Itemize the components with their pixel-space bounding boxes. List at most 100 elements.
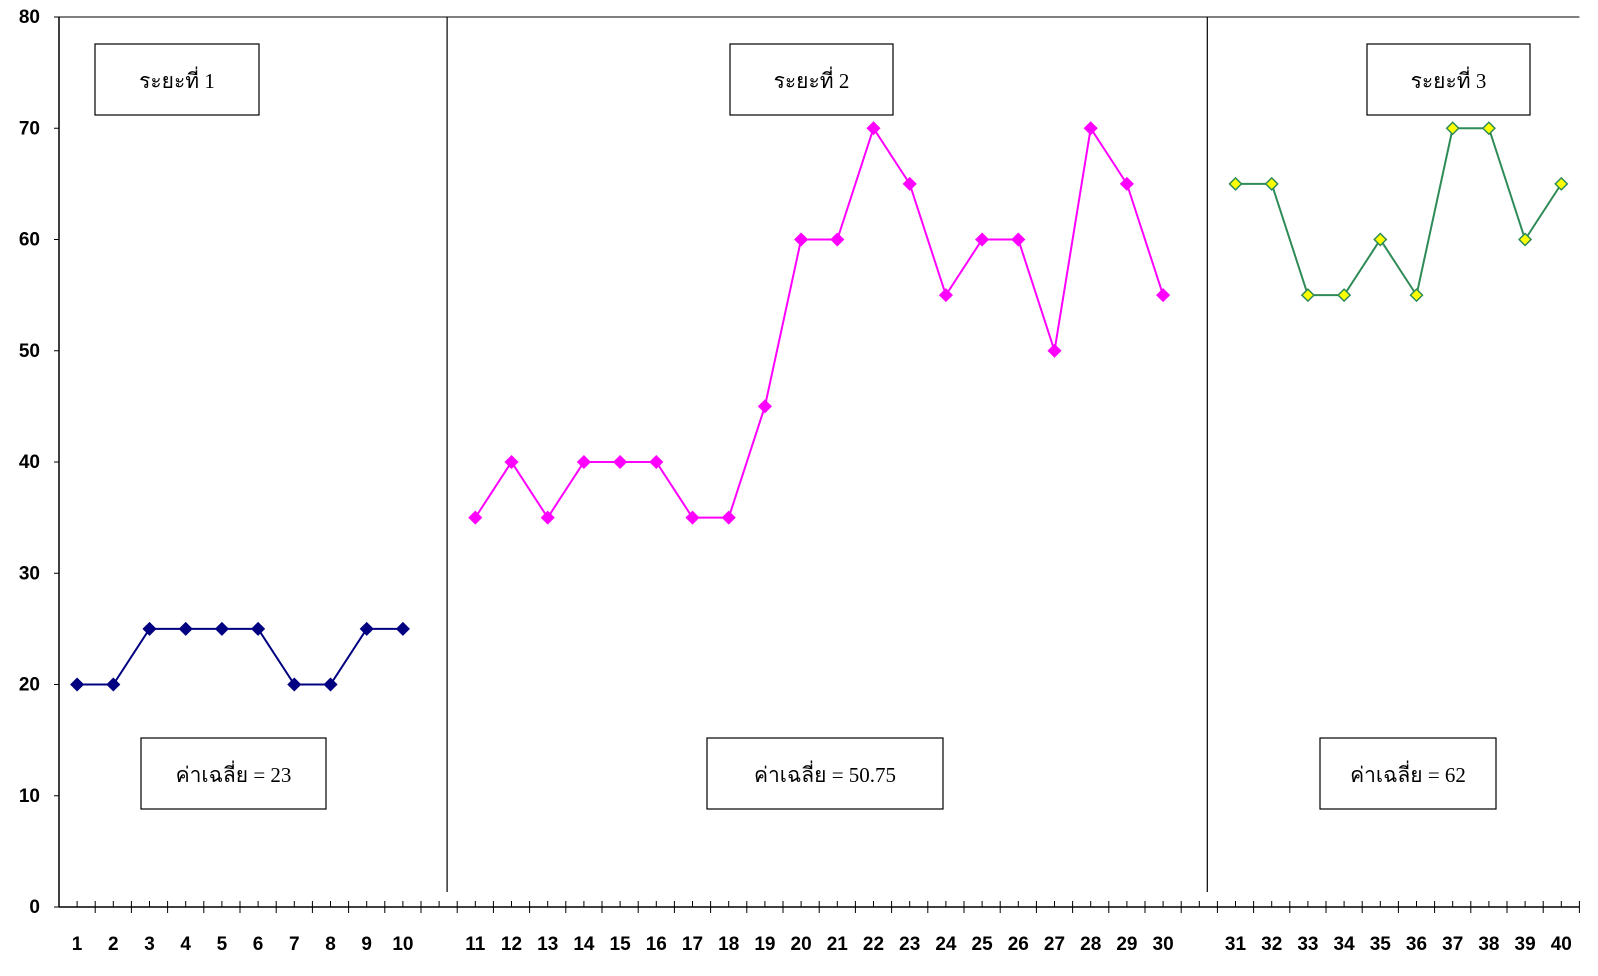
x-tick-label: 5 <box>217 934 228 955</box>
marker <box>542 512 554 524</box>
marker <box>1157 289 1169 301</box>
marker <box>144 623 156 635</box>
marker <box>71 679 83 691</box>
x-tick-label: 33 <box>1297 934 1318 955</box>
y-tick-label: 40 <box>19 452 40 473</box>
marker <box>252 623 264 635</box>
marker <box>904 178 916 190</box>
x-tick-label: 20 <box>791 934 812 955</box>
phase-label: ระยะที่ 3 <box>1411 66 1487 93</box>
marker <box>1447 122 1459 134</box>
x-tick-label: 14 <box>573 934 595 955</box>
marker <box>976 234 988 246</box>
x-tick-label: 4 <box>180 934 191 955</box>
marker <box>614 456 626 468</box>
chart: 0102030405060708012345678910111213141516… <box>0 0 1598 976</box>
x-tick-label: 15 <box>610 934 632 955</box>
phase-label: ระยะที่ 2 <box>774 66 850 93</box>
phase-label: ระยะที่ 1 <box>139 66 215 93</box>
x-tick-label: 7 <box>289 934 300 955</box>
x-tick-label: 19 <box>754 934 775 955</box>
x-tick-label: 16 <box>646 934 667 955</box>
x-tick-label: 1 <box>72 934 83 955</box>
mean-label: ค่าเฉลี่ย = 62 <box>1350 760 1466 787</box>
marker <box>1519 234 1531 246</box>
marker <box>687 512 699 524</box>
marker <box>868 122 880 134</box>
x-tick-label: 18 <box>718 934 739 955</box>
y-tick-label: 60 <box>19 230 40 251</box>
marker <box>397 623 409 635</box>
x-tick-label: 9 <box>361 934 372 955</box>
series-line <box>1236 128 1562 295</box>
y-tick-label: 70 <box>19 118 40 139</box>
marker <box>831 234 843 246</box>
marker <box>795 234 807 246</box>
marker <box>506 456 518 468</box>
y-tick-label: 20 <box>19 675 40 696</box>
y-tick-label: 50 <box>19 341 40 362</box>
y-tick-label: 10 <box>19 786 40 807</box>
x-tick-label: 28 <box>1080 934 1101 955</box>
marker <box>1012 234 1024 246</box>
x-tick-label: 8 <box>325 934 336 955</box>
marker <box>216 623 228 635</box>
x-tick-label: 10 <box>392 934 413 955</box>
x-tick-label: 6 <box>253 934 264 955</box>
marker <box>1121 178 1133 190</box>
x-tick-label: 40 <box>1551 934 1572 955</box>
x-tick-label: 2 <box>108 934 119 955</box>
y-tick-label: 0 <box>29 897 40 918</box>
x-tick-label: 32 <box>1261 934 1282 955</box>
x-tick-label: 23 <box>899 934 920 955</box>
page: {"chart_data": {"type": "line", "categor… <box>0 0 1598 976</box>
x-tick-label: 31 <box>1225 934 1247 955</box>
marker <box>650 456 662 468</box>
marker <box>1374 234 1386 246</box>
series-line <box>475 128 1163 517</box>
x-tick-label: 29 <box>1116 934 1137 955</box>
x-tick-label: 27 <box>1044 934 1065 955</box>
marker <box>1555 178 1567 190</box>
x-tick-label: 21 <box>827 934 849 955</box>
x-tick-label: 17 <box>682 934 703 955</box>
marker <box>361 623 373 635</box>
marker <box>1302 289 1314 301</box>
mean-label: ค่าเฉลี่ย = 50.75 <box>754 760 896 787</box>
marker <box>578 456 590 468</box>
x-tick-label: 3 <box>144 934 155 955</box>
x-tick-label: 34 <box>1334 934 1356 955</box>
x-tick-label: 30 <box>1153 934 1174 955</box>
marker <box>107 679 119 691</box>
y-tick-label: 80 <box>19 7 40 28</box>
marker <box>759 400 771 412</box>
marker <box>180 623 192 635</box>
x-tick-label: 39 <box>1515 934 1536 955</box>
x-tick-label: 22 <box>863 934 884 955</box>
marker <box>1085 122 1097 134</box>
marker <box>940 289 952 301</box>
x-tick-label: 35 <box>1370 934 1392 955</box>
y-tick-label: 30 <box>19 563 40 584</box>
marker <box>1266 178 1278 190</box>
marker <box>1483 122 1495 134</box>
x-tick-label: 12 <box>501 934 522 955</box>
x-tick-label: 37 <box>1442 934 1463 955</box>
x-tick-label: 11 <box>465 934 486 955</box>
marker <box>469 512 481 524</box>
mean-label: ค่าเฉลี่ย = 23 <box>176 760 292 787</box>
x-tick-label: 24 <box>935 934 957 955</box>
marker <box>1049 345 1061 357</box>
marker <box>723 512 735 524</box>
series-line <box>77 629 403 685</box>
marker <box>325 679 337 691</box>
x-tick-label: 13 <box>537 934 558 955</box>
marker <box>1230 178 1242 190</box>
x-tick-label: 25 <box>972 934 994 955</box>
marker <box>1338 289 1350 301</box>
x-tick-label: 36 <box>1406 934 1427 955</box>
marker <box>288 679 300 691</box>
x-tick-label: 38 <box>1478 934 1499 955</box>
marker <box>1411 289 1423 301</box>
x-tick-label: 26 <box>1008 934 1029 955</box>
